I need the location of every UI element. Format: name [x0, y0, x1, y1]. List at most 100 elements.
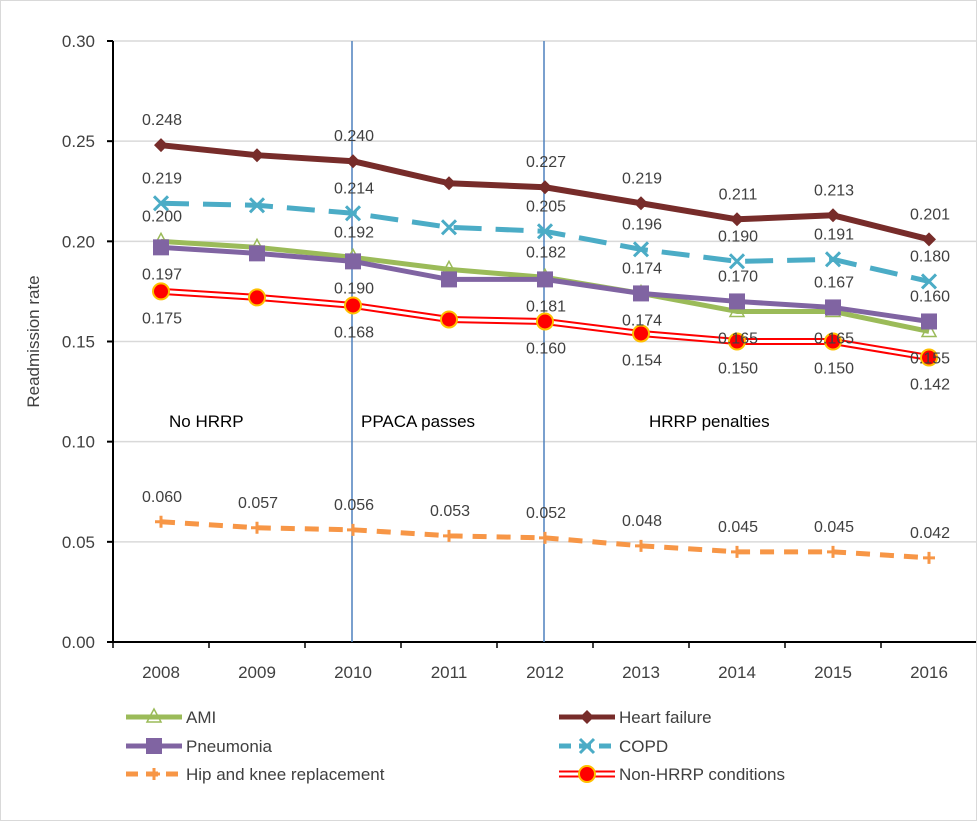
data-label: 0.174: [622, 312, 662, 329]
data-label: 0.192: [334, 224, 374, 241]
circle-marker: [152, 282, 170, 301]
data-label: 0.175: [142, 310, 182, 327]
data-label: 0.227: [526, 154, 566, 171]
square-marker: [146, 738, 162, 754]
circle-marker: [536, 312, 554, 331]
circle-marker: [824, 332, 842, 351]
square-marker: [921, 313, 937, 330]
circle-marker: [440, 310, 458, 329]
data-label: 0.165: [718, 330, 758, 347]
x-marker: [728, 253, 746, 270]
series-non-hrrp-conditions: [152, 282, 938, 367]
data-label: 0.211: [719, 186, 758, 203]
y-tick-label: 0.05: [62, 533, 95, 552]
data-label: 0.155: [910, 350, 950, 367]
diamond-marker: [580, 710, 594, 724]
legend-item: Hip and knee replacement: [126, 765, 385, 784]
annotation: PPACA passes: [361, 412, 475, 431]
data-label: 0.160: [910, 288, 950, 305]
legend-label: Pneumonia: [186, 737, 273, 756]
x-marker: [632, 241, 650, 258]
plus-marker: [148, 768, 160, 780]
plus-marker: [923, 551, 935, 564]
x-tick-label: 2009: [238, 663, 276, 682]
legend-label: AMI: [186, 708, 216, 727]
data-label: 0.150: [718, 361, 758, 378]
x-tick-label: 2013: [622, 663, 660, 682]
data-label: 0.214: [334, 180, 374, 197]
data-label: 0.180: [910, 248, 950, 265]
square-marker: [633, 285, 649, 302]
data-label: 0.219: [622, 170, 662, 187]
x-marker: [344, 205, 362, 222]
square-marker: [153, 239, 169, 256]
data-label: 0.219: [142, 170, 182, 187]
x-marker: [248, 197, 266, 214]
x-tick-label: 2011: [431, 663, 468, 682]
legend-item: Pneumonia: [126, 737, 273, 756]
legend-label: Non-HRRP conditions: [619, 765, 785, 784]
data-label: 0.190: [718, 228, 758, 245]
data-label: 0.048: [622, 513, 662, 530]
data-label: 0.201: [910, 206, 950, 223]
data-label: 0.053: [430, 503, 470, 520]
legend-item: Non-HRRP conditions: [559, 765, 785, 784]
plus-marker: [251, 521, 263, 534]
square-marker: [345, 253, 361, 270]
x-tick-label: 2008: [142, 663, 180, 682]
y-tick-label: 0.00: [62, 633, 95, 652]
x-marker: [536, 223, 554, 240]
plus-marker: [443, 529, 455, 542]
square-marker: [825, 299, 841, 316]
data-label: 0.165: [814, 330, 854, 347]
x-tick-label: 2010: [334, 663, 372, 682]
square-marker: [537, 271, 553, 288]
data-label: 0.213: [814, 182, 854, 199]
y-tick-label: 0.10: [62, 433, 95, 452]
legend-label: COPD: [619, 737, 668, 756]
legend-item: AMI: [126, 707, 216, 727]
y-tick-label: 0.20: [62, 232, 95, 251]
data-label: 0.196: [622, 216, 662, 233]
data-label: 0.045: [814, 519, 854, 536]
data-label: 0.056: [334, 497, 374, 514]
square-marker: [249, 245, 265, 262]
y-tick-label: 0.25: [62, 132, 95, 151]
y-axis-label: Readmission rate: [24, 275, 43, 407]
circle-marker: [248, 288, 266, 307]
plus-marker: [731, 545, 743, 558]
diamond-marker: [538, 180, 552, 195]
triangle-marker: [145, 707, 163, 723]
data-label: 0.181: [526, 298, 566, 315]
diamond-marker: [730, 212, 744, 227]
data-label: 0.197: [142, 266, 182, 283]
legend-item: COPD: [559, 737, 668, 756]
legend-item: Heart failure: [559, 708, 712, 727]
series-hip-and-knee-replacement: [155, 515, 935, 564]
data-label: 0.167: [814, 274, 854, 291]
circle-marker: [920, 348, 938, 367]
circle-marker: [344, 296, 362, 315]
plus-marker: [635, 539, 647, 552]
x-tick-label: 2012: [526, 663, 564, 682]
x-marker: [920, 273, 938, 290]
diamond-marker: [346, 154, 360, 169]
data-label: 0.045: [718, 519, 758, 536]
x-marker: [152, 195, 170, 212]
triangle-marker: [728, 301, 746, 318]
series-pneumonia: [153, 239, 937, 330]
diamond-marker: [154, 138, 168, 153]
data-label: 0.191: [814, 226, 854, 243]
x-marker: [578, 737, 596, 755]
y-tick-label: 0.15: [62, 333, 95, 352]
x-tick-label: 2016: [910, 663, 948, 682]
x-marker: [440, 219, 458, 236]
x-tick-label: 2014: [718, 663, 756, 682]
plus-marker: [827, 545, 839, 558]
y-tick-label: 0.30: [62, 32, 95, 51]
x-tick-label: 2015: [814, 663, 852, 682]
square-marker: [441, 271, 457, 288]
data-label: 0.205: [526, 198, 566, 215]
